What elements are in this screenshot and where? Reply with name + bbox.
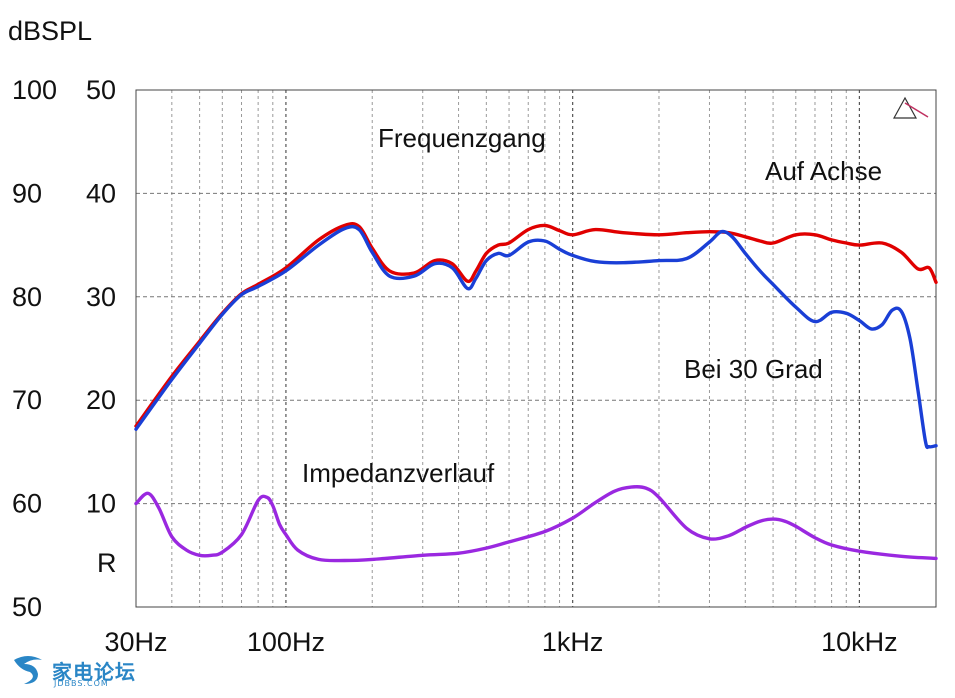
y-right-tick-label: 50 xyxy=(86,75,116,105)
impedance-axis-label: R xyxy=(97,548,117,578)
plot-area-frame xyxy=(135,89,937,608)
y-left-tick-label: 90 xyxy=(12,178,42,208)
y-right-tick-label: 20 xyxy=(86,385,116,415)
y-axis-label: dBSPL xyxy=(8,16,92,46)
y-right-tick-label: 40 xyxy=(86,178,116,208)
series-line-off-axis xyxy=(134,224,938,450)
tick-labels: 100 90 80 70 60 50 50 40 30 20 10 30Hz 100Hz 1kHz 10kH… xyxy=(12,75,898,657)
cursor-triangle-icon xyxy=(892,96,929,119)
logo-swirl-icon xyxy=(14,656,42,684)
y-left-tick-label: 80 xyxy=(12,282,42,312)
x-tick-label: 100Hz xyxy=(247,627,325,657)
annotation-off-axis: Bei 30 Grad xyxy=(684,354,823,384)
y-left-tick-label: 50 xyxy=(12,592,42,622)
annotation-on-axis: Auf Achse xyxy=(765,156,882,186)
y-left-tick-label: 60 xyxy=(12,489,42,519)
y-right-tick-label: 30 xyxy=(86,282,116,312)
watermark-subtext: JDBBS.COM xyxy=(54,679,109,688)
annotation-impedance-title: Impedanzverlauf xyxy=(302,458,495,488)
series-group xyxy=(134,222,938,563)
grid xyxy=(136,90,936,607)
x-tick-label: 10kHz xyxy=(821,627,898,657)
x-tick-label: 1kHz xyxy=(542,627,604,657)
watermark-logo: 家电论坛 JDBBS.COM xyxy=(8,652,158,692)
y-left-tick-label: 70 xyxy=(12,385,42,415)
y-left-tick-label: 100 xyxy=(12,75,57,105)
series-line-on-axis xyxy=(134,222,938,428)
annotation-response-title: Frequenzgang xyxy=(378,123,546,153)
series-line-impedance-title xyxy=(134,485,938,563)
watermark-text: 家电论坛 xyxy=(52,660,136,684)
x-tick-label: 30Hz xyxy=(104,627,167,657)
y-right-tick-label: 10 xyxy=(86,489,116,519)
